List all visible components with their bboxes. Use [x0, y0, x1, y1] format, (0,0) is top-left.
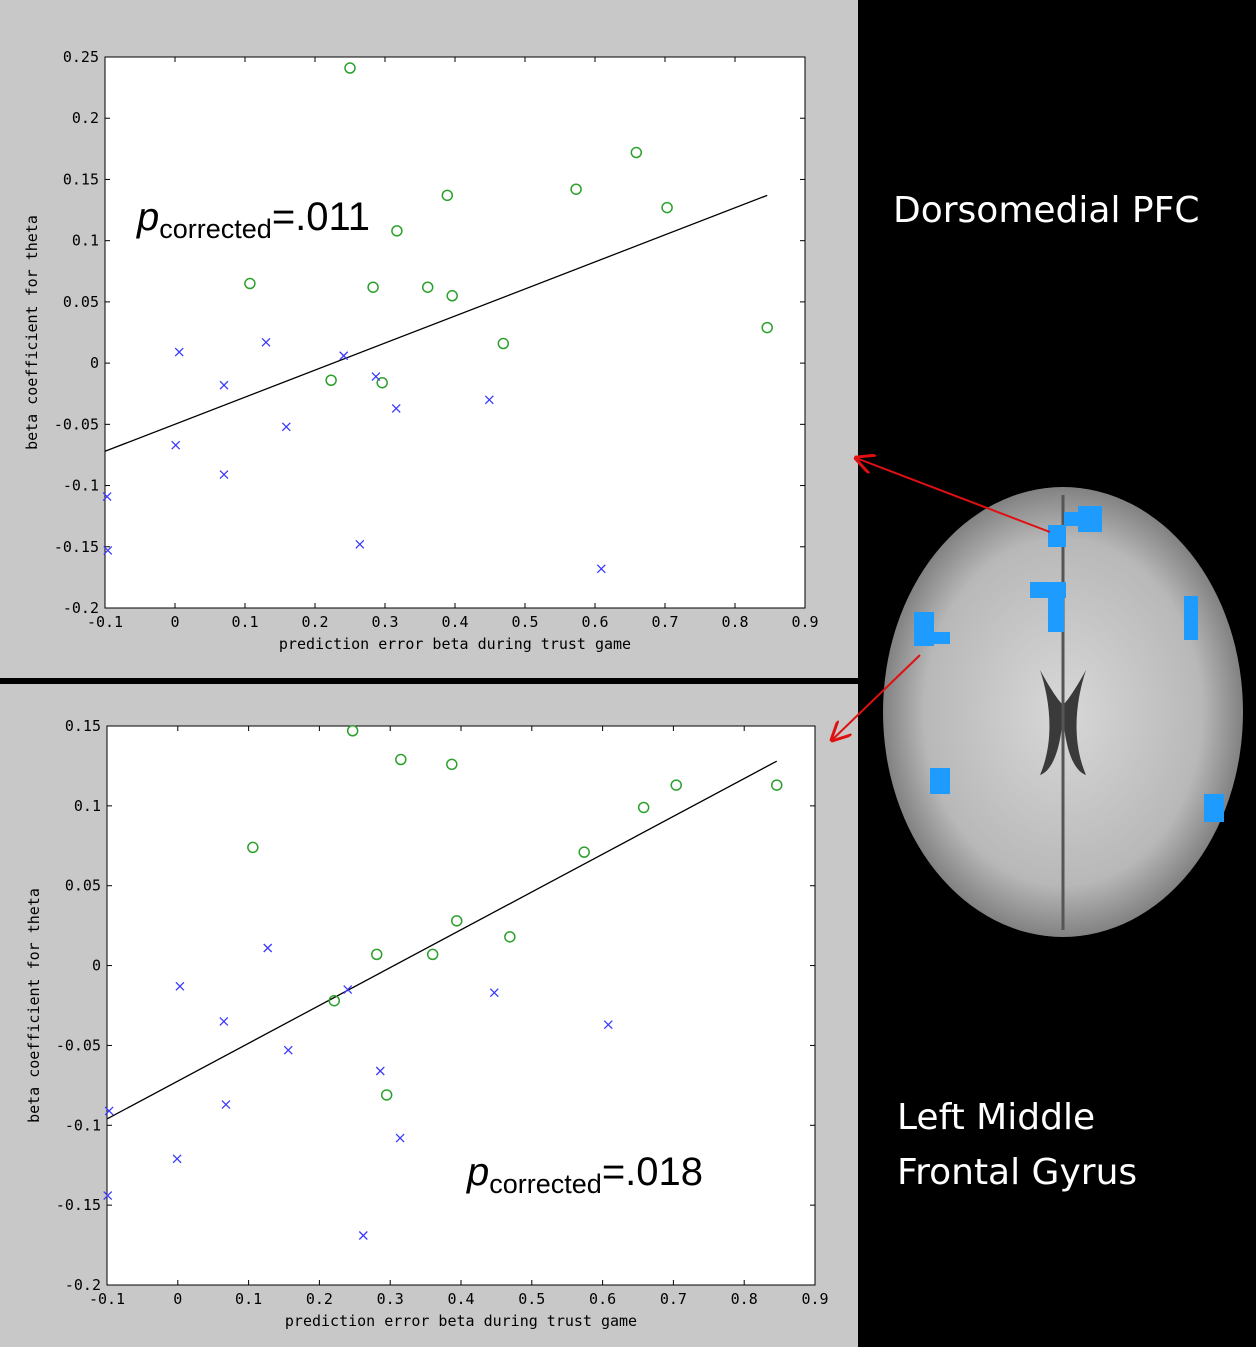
- x-tick-label: 0.4: [447, 1290, 474, 1308]
- brain-image: [832, 458, 1256, 937]
- x-tick-label: 0.9: [801, 1290, 828, 1308]
- x-tick-label: -0.1: [87, 613, 123, 631]
- x-axis-label: prediction error beta during trust game: [279, 635, 631, 653]
- y-tick-label: -0.1: [65, 1116, 101, 1134]
- region-label: Frontal Gyrus: [897, 1152, 1137, 1193]
- y-tick-label: -0.15: [54, 538, 99, 556]
- y-tick-label: -0.1: [63, 477, 99, 495]
- x-tick-label: 0.7: [651, 613, 678, 631]
- activation: [1078, 506, 1102, 532]
- y-axis-label: beta coefficient for theta: [25, 888, 43, 1123]
- chart: -0.2-0.15-0.1-0.0500.050.10.150.20.25-0.…: [23, 48, 819, 653]
- p-symbol: p: [136, 195, 159, 239]
- x-tick-label: 0.6: [589, 1290, 616, 1308]
- y-tick-label: 0.05: [65, 877, 101, 895]
- y-tick-label: 0.25: [63, 48, 99, 66]
- p-subscript: corrected: [489, 1169, 602, 1199]
- activation: [1184, 596, 1198, 640]
- activation: [1048, 525, 1066, 547]
- x-tick-label: -0.1: [89, 1290, 125, 1308]
- x-tick-label: 0.7: [660, 1290, 687, 1308]
- x-tick-label: 0.4: [441, 613, 468, 631]
- activation: [930, 768, 950, 794]
- plot-area: [107, 726, 815, 1285]
- x-tick-label: 0.6: [581, 613, 608, 631]
- x-tick-label: 0.8: [721, 613, 748, 631]
- x-tick-label: 0.8: [731, 1290, 758, 1308]
- x-tick-label: 0.2: [306, 1290, 333, 1308]
- x-tick-label: 0: [173, 1290, 182, 1308]
- y-tick-label: 0.1: [72, 232, 99, 250]
- x-axis-label: prediction error beta during trust game: [285, 1312, 637, 1330]
- x-tick-label: 0.9: [791, 613, 818, 631]
- y-tick-label: 0: [90, 354, 99, 372]
- y-tick-label: -0.05: [56, 1036, 101, 1054]
- x-tick-label: 0.1: [235, 1290, 262, 1308]
- y-tick-label: 0: [92, 957, 101, 975]
- p-text: =.018: [602, 1150, 703, 1194]
- y-tick-label: -0.05: [54, 415, 99, 433]
- activation: [1048, 598, 1064, 632]
- y-tick-label: 0.15: [65, 717, 101, 735]
- plot-area: [105, 57, 805, 608]
- x-tick-label: 0.3: [377, 1290, 404, 1308]
- p-subscript: corrected: [159, 214, 272, 244]
- p-symbol: p: [466, 1150, 489, 1194]
- page: {"chart_data": [ {"type": "scatter", "re…: [0, 0, 1256, 1347]
- figure: -0.2-0.15-0.1-0.0500.050.10.150.20.25-0.…: [0, 0, 1256, 1347]
- region-label: Dorsomedial PFC: [893, 190, 1199, 231]
- y-axis-label: beta coefficient for theta: [23, 215, 41, 450]
- y-tick-label: 0.15: [63, 170, 99, 188]
- y-tick-label: 0.05: [63, 293, 99, 311]
- x-tick-label: 0.5: [511, 613, 538, 631]
- x-tick-label: 0.2: [301, 613, 328, 631]
- activation: [1204, 794, 1224, 822]
- activation: [930, 632, 950, 644]
- x-tick-label: 0.5: [518, 1290, 545, 1308]
- x-tick-label: 0.3: [371, 613, 398, 631]
- x-tick-label: 0: [170, 613, 179, 631]
- y-tick-label: -0.15: [56, 1196, 101, 1214]
- y-tick-label: 0.2: [72, 109, 99, 127]
- p-text: =.011: [272, 195, 370, 239]
- activation: [1030, 582, 1066, 598]
- y-tick-label: 0.1: [74, 797, 101, 815]
- x-tick-label: 0.1: [231, 613, 258, 631]
- chart: -0.2-0.15-0.1-0.0500.050.10.15-0.100.10.…: [25, 717, 829, 1330]
- region-label: Left Middle: [897, 1097, 1095, 1138]
